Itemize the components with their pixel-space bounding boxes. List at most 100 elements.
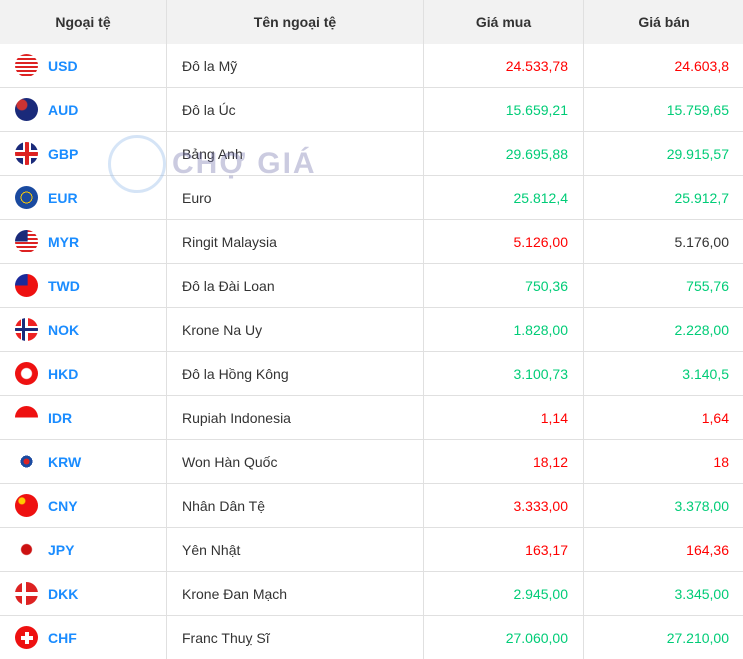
buy-price: 15.659,21 xyxy=(423,87,584,132)
eu-flag-icon xyxy=(15,186,38,209)
buy-price: 27.060,00 xyxy=(423,615,584,659)
buy-price: 18,12 xyxy=(423,439,584,484)
currency-name: Won Hàn Quốc xyxy=(166,439,424,484)
table-header: Ngoại tệ Tên ngoại tệ Giá mua Giá bán xyxy=(0,0,743,44)
currency-cell: HKD xyxy=(0,351,167,396)
currency-name: Yên Nhật xyxy=(166,527,424,572)
buy-price: 750,36 xyxy=(423,263,584,308)
my-flag-icon xyxy=(15,230,38,253)
sell-price: 25.912,7 xyxy=(583,175,743,220)
currency-cell: JPY xyxy=(0,527,167,572)
gb-flag-icon xyxy=(15,142,38,165)
currency-name: Krone Đan Mạch xyxy=(166,571,424,616)
currency-name: Nhân Dân Tệ xyxy=(166,483,424,528)
buy-price: 3.100,73 xyxy=(423,351,584,396)
currency-cell: AUD xyxy=(0,87,167,132)
kr-flag-icon xyxy=(15,450,38,473)
table-row: AUD Đô la Úc 15.659,21 15.759,65 xyxy=(0,87,743,132)
buy-price: 25.812,4 xyxy=(423,175,584,220)
id-flag-icon xyxy=(15,406,38,429)
buy-price: 1.828,00 xyxy=(423,307,584,352)
table-row: DKK Krone Đan Mạch 2.945,00 3.345,00 xyxy=(0,571,743,616)
us-flag-icon xyxy=(15,54,38,77)
dk-flag-icon xyxy=(15,582,38,605)
currency-cell: USD xyxy=(0,44,167,88)
currency-code[interactable]: HKD xyxy=(48,365,79,382)
currency-cell: MYR xyxy=(0,219,167,264)
currency-code[interactable]: GBP xyxy=(48,145,79,162)
table-row: HKD Đô la Hồng Kông 3.100,73 3.140,5 xyxy=(0,351,743,396)
table-row: IDR Rupiah Indonesia 1,14 1,64 xyxy=(0,395,743,440)
table-row: MYR Ringit Malaysia 5.126,00 5.176,00 xyxy=(0,219,743,264)
table-row: NOK Krone Na Uy 1.828,00 2.228,00 xyxy=(0,307,743,352)
currency-code[interactable]: IDR xyxy=(48,409,73,426)
currency-code[interactable]: USD xyxy=(48,57,78,74)
table-row: CHF Franc Thuỵ Sĩ 27.060,00 27.210,00 xyxy=(0,615,743,659)
au-flag-icon xyxy=(15,98,38,121)
buy-price: 3.333,00 xyxy=(423,483,584,528)
sell-price: 164,36 xyxy=(583,527,743,572)
currency-code[interactable]: CHF xyxy=(48,629,77,646)
table-row: USD Đô la Mỹ 24.533,78 24.603,8 xyxy=(0,44,743,88)
currency-cell: DKK xyxy=(0,571,167,616)
cn-flag-icon xyxy=(15,494,38,517)
buy-price: 29.695,88 xyxy=(423,131,584,176)
table-row: CNY Nhân Dân Tệ 3.333,00 3.378,00 xyxy=(0,483,743,528)
currency-code[interactable]: KRW xyxy=(48,453,82,470)
currency-name: Đô la Úc xyxy=(166,87,424,132)
currency-cell: IDR xyxy=(0,395,167,440)
sell-price: 1,64 xyxy=(583,395,743,440)
currency-name: Krone Na Uy xyxy=(166,307,424,352)
sell-price: 3.378,00 xyxy=(583,483,743,528)
currency-cell: KRW xyxy=(0,439,167,484)
sell-price: 27.210,00 xyxy=(583,615,743,659)
buy-price: 24.533,78 xyxy=(423,44,584,88)
header-currency-name: Tên ngoại tệ xyxy=(166,0,424,44)
currency-cell: EUR xyxy=(0,175,167,220)
buy-price: 2.945,00 xyxy=(423,571,584,616)
currency-name: Bảng Anh xyxy=(166,131,424,176)
currency-cell: CHF xyxy=(0,615,167,659)
sell-price: 3.345,00 xyxy=(583,571,743,616)
sell-price: 15.759,65 xyxy=(583,87,743,132)
table-row: GBP Bảng Anh 29.695,88 29.915,57 xyxy=(0,131,743,176)
currency-name: Đô la Đài Loan xyxy=(166,263,424,308)
ch-flag-icon xyxy=(15,626,38,649)
currency-cell: GBP xyxy=(0,131,167,176)
currency-code[interactable]: DKK xyxy=(48,585,79,602)
currency-cell: NOK xyxy=(0,307,167,352)
buy-price: 163,17 xyxy=(423,527,584,572)
hk-flag-icon xyxy=(15,362,38,385)
currency-cell: CNY xyxy=(0,483,167,528)
header-sell-price: Giá bán xyxy=(583,0,743,44)
sell-price: 18 xyxy=(583,439,743,484)
sell-price: 5.176,00 xyxy=(583,219,743,264)
currency-code[interactable]: CNY xyxy=(48,497,78,514)
jp-flag-icon xyxy=(15,538,38,561)
currency-name: Đô la Mỹ xyxy=(166,44,424,88)
currency-name: Đô la Hồng Kông xyxy=(166,351,424,396)
sell-price: 755,76 xyxy=(583,263,743,308)
currency-name: Ringit Malaysia xyxy=(166,219,424,264)
header-buy-price: Giá mua xyxy=(423,0,584,44)
table-row: JPY Yên Nhật 163,17 164,36 xyxy=(0,527,743,572)
no-flag-icon xyxy=(15,318,38,341)
currency-code[interactable]: EUR xyxy=(48,189,78,206)
sell-price: 29.915,57 xyxy=(583,131,743,176)
table-row: KRW Won Hàn Quốc 18,12 18 xyxy=(0,439,743,484)
table-row: EUR Euro 25.812,4 25.912,7 xyxy=(0,175,743,220)
currency-name: Rupiah Indonesia xyxy=(166,395,424,440)
currency-code[interactable]: JPY xyxy=(48,541,75,558)
sell-price: 3.140,5 xyxy=(583,351,743,396)
currency-cell: TWD xyxy=(0,263,167,308)
currency-code[interactable]: MYR xyxy=(48,233,80,250)
header-currency: Ngoại tệ xyxy=(0,0,167,44)
buy-price: 1,14 xyxy=(423,395,584,440)
currency-code[interactable]: AUD xyxy=(48,101,79,118)
sell-price: 2.228,00 xyxy=(583,307,743,352)
currency-code[interactable]: NOK xyxy=(48,321,80,338)
currency-code[interactable]: TWD xyxy=(48,277,80,294)
tw-flag-icon xyxy=(15,274,38,297)
